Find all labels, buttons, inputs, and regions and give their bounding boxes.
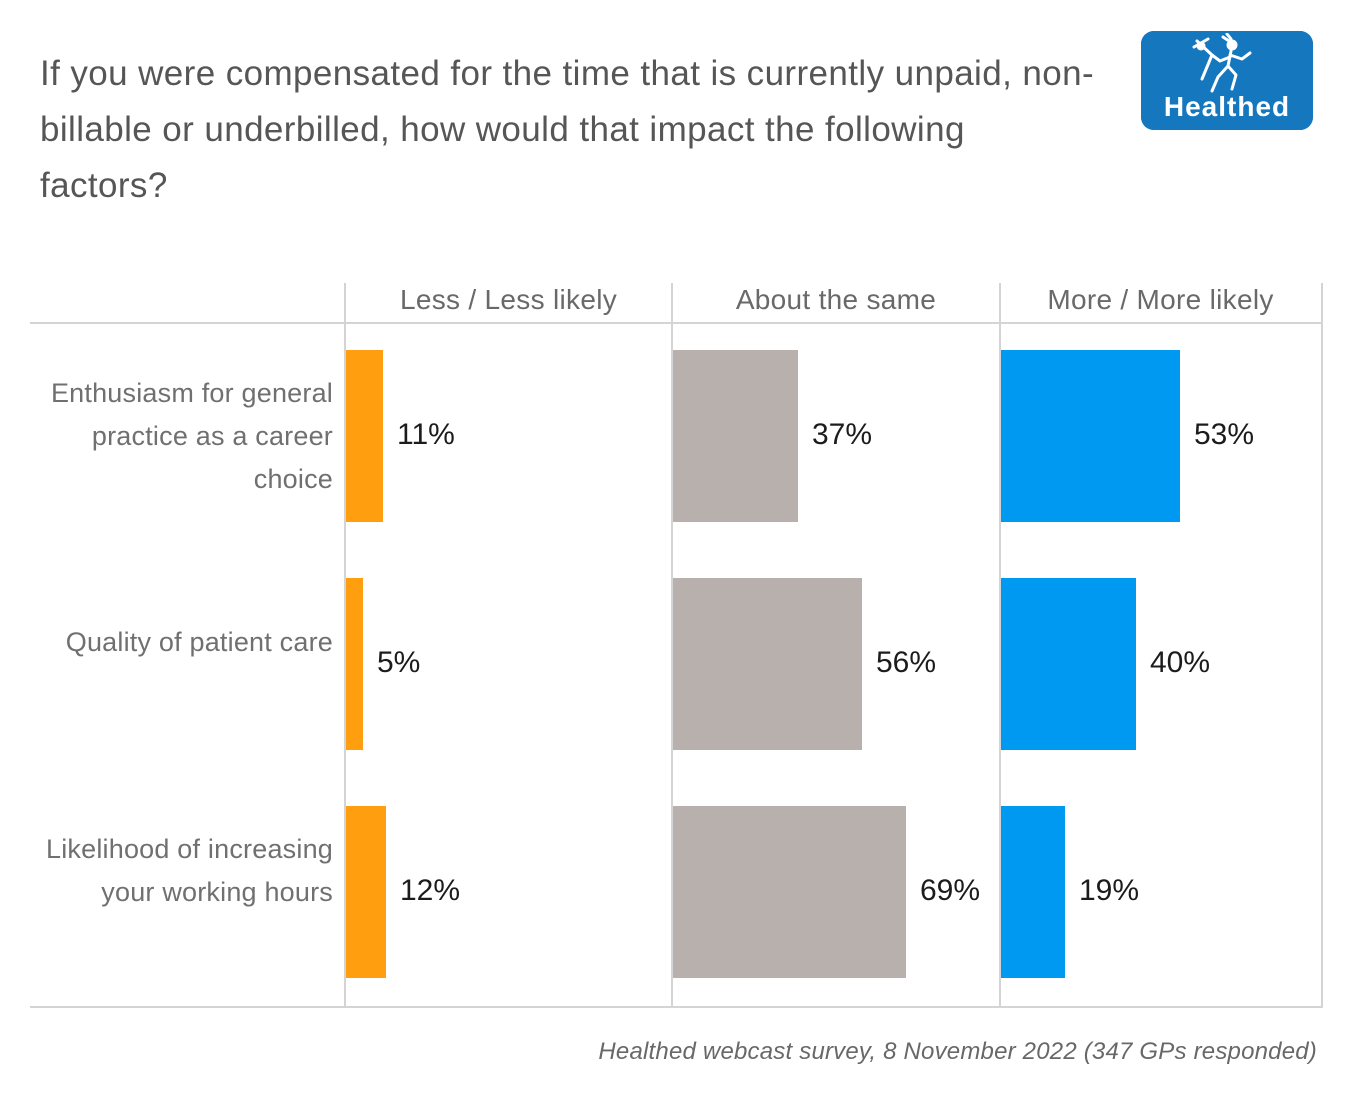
bar-row1-series2	[673, 350, 798, 522]
bar-value-row3-series3: 19%	[1079, 874, 1140, 907]
hermes-runner-icon	[1192, 33, 1252, 93]
axis-bottom-line	[30, 1006, 1323, 1008]
column-header-2: About the same	[735, 284, 937, 315]
column-header-1: Less / Less likely	[399, 284, 618, 315]
column-header-3: More / More likely	[1047, 284, 1274, 315]
bar-row1-series1	[346, 350, 383, 522]
bar-value-row2-series2: 56%	[876, 646, 937, 679]
page-title: If you were compensated for the time tha…	[40, 54, 1095, 205]
bar-row2-series2	[673, 578, 862, 750]
bar-row3-series1	[346, 806, 386, 978]
bar-value-row3-series1: 12%	[400, 874, 461, 907]
bar-value-row1-series3: 53%	[1194, 418, 1255, 451]
bar-value-row2-series1: 5%	[377, 646, 421, 679]
row-label-1: Enthusiasm for general practice as a car…	[50, 378, 333, 494]
bar-row3-series3	[1001, 806, 1065, 978]
panel-divider-line-2	[671, 283, 673, 1008]
bar-value-row2-series3: 40%	[1150, 646, 1211, 679]
row-label-3: Likelihood of increasing your working ho…	[46, 834, 333, 907]
bar-value-row1-series1: 11%	[397, 418, 455, 451]
bar-row2-series3	[1001, 578, 1136, 750]
bar-row2-series1	[346, 578, 363, 750]
bar-value-row3-series2: 69%	[920, 874, 981, 907]
header-divider-line	[30, 322, 1323, 324]
logo-wordmark: Healthed	[1163, 91, 1291, 122]
panel-divider-line-3	[999, 283, 1001, 1008]
bar-value-row1-series2: 37%	[812, 418, 873, 451]
healthed-logo: Healthed	[1141, 31, 1313, 130]
source-caption: Healthed webcast survey, 8 November 2022…	[598, 1038, 1317, 1065]
row-label-2: Quality of patient care	[65, 627, 333, 657]
panel-divider-line-4	[1321, 283, 1323, 1008]
bar-row3-series2	[673, 806, 906, 978]
panel-divider-line-1	[344, 283, 346, 1008]
bar-row1-series3	[1001, 350, 1180, 522]
